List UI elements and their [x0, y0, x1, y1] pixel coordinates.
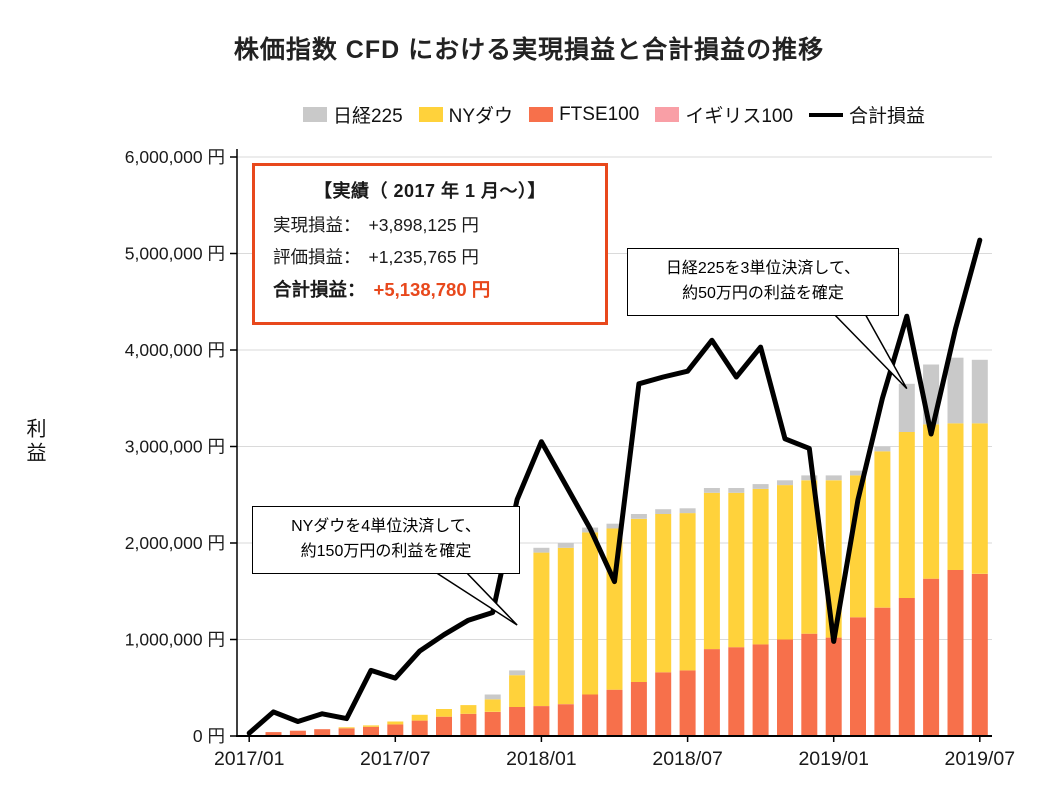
chart-legend: 日経225 NYダウ FTSE100 イギリス100 合計損益	[170, 101, 1058, 128]
nikkei225-swatch-icon	[302, 107, 327, 122]
uk100-swatch-icon	[655, 107, 680, 122]
callout-text-line: 約150万円の利益を確定	[300, 542, 472, 560]
svg-text:2019/01: 2019/01	[798, 748, 869, 770]
legend-item-total-pl: 合計損益	[809, 101, 925, 128]
legend-label: 日経225	[332, 106, 403, 127]
svg-text:2,000,000 円: 2,000,000 円	[125, 533, 225, 553]
svg-text:2018/01: 2018/01	[506, 748, 577, 770]
svg-text:2018/07: 2018/07	[652, 748, 723, 770]
svg-text:5,000,000 円: 5,000,000 円	[125, 244, 225, 264]
legend-item-nydow: NYダウ	[418, 101, 514, 128]
legend-label: 合計損益	[849, 106, 926, 127]
svg-text:2017/01: 2017/01	[214, 748, 285, 770]
callout-text-line: NYダウを4単位決済して、	[291, 518, 481, 535]
performance-summary-box: 【実績（ 2017 年 1 月～）】 実現損益： +3,898,125 円 評価…	[252, 163, 608, 325]
realized-pl-value: +3,898,125 円	[368, 215, 479, 235]
svg-text:1,000,000 円: 1,000,000 円	[125, 630, 225, 650]
valuation-pl-value: +1,235,765 円	[368, 247, 479, 267]
ftse100-swatch-icon	[529, 107, 554, 122]
page-title: 株価指数 CFD における実現損益と合計損益の推移	[233, 36, 825, 64]
legend-item-ftse100: FTSE100	[529, 104, 639, 126]
legend-label: イギリス100	[685, 106, 794, 127]
legend-label: NYダウ	[448, 106, 514, 127]
legend-item-uk100: イギリス100	[655, 101, 793, 128]
realized-pl-row: 実現損益： +3,898,125 円	[273, 212, 587, 237]
nydow-swatch-icon	[418, 107, 443, 122]
valuation-pl-label: 評価損益：	[273, 247, 361, 267]
svg-text:4,000,000 円: 4,000,000 円	[125, 340, 225, 360]
svg-text:6,000,000 円: 6,000,000 円	[125, 147, 225, 167]
summary-heading: 【実績（ 2017 年 1 月～）】	[313, 181, 547, 201]
legend-item-nikkei225: 日経225	[302, 101, 403, 128]
total-pl-label: 合計損益：	[273, 279, 366, 300]
callout-nydow-settlement: NYダウを4単位決済して、 約150万円の利益を確定	[252, 506, 520, 574]
realized-pl-label: 実現損益：	[273, 215, 361, 235]
svg-text:3,000,000 円: 3,000,000 円	[125, 437, 225, 457]
svg-text:2019/07: 2019/07	[945, 748, 1016, 770]
callout-nikkei-settlement: 日経225を3単位決済して、 約50万円の利益を確定	[627, 248, 899, 316]
callout-text-line: 日経225を3単位決済して、	[665, 260, 861, 277]
valuation-pl-row: 評価損益： +1,235,765 円	[273, 244, 587, 269]
total-pl-row: 合計損益： +5,138,780 円	[273, 276, 587, 302]
total-pl-line-icon	[809, 112, 844, 117]
callout-text-line: 約50万円の利益を確定	[682, 284, 844, 302]
y-axis-title: 利益	[23, 418, 45, 466]
total-pl-value: +5,138,780 円	[373, 279, 491, 300]
svg-text:0 円: 0 円	[193, 726, 225, 746]
legend-label: FTSE100	[559, 103, 640, 125]
svg-text:2017/07: 2017/07	[360, 748, 431, 770]
